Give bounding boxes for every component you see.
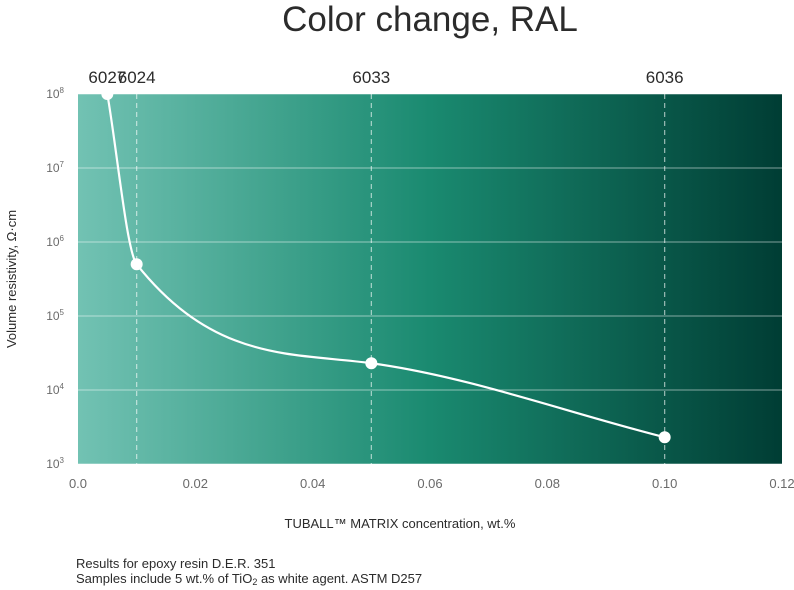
plot-background bbox=[78, 94, 782, 464]
x-axis-label: TUBALL™ MATRIX concentration, wt.% bbox=[285, 516, 516, 531]
resistivity-curve bbox=[106, 93, 665, 439]
y-tick-label: 105 bbox=[46, 308, 64, 323]
y-tick-labels: 108 107 106 105 104 103 bbox=[46, 86, 64, 471]
note-line-2-pre: Samples include 5 wt.% of TiO bbox=[76, 571, 253, 586]
ral-label-6027: 6027 bbox=[88, 68, 126, 87]
ral-guide-lines bbox=[136, 94, 666, 464]
data-point-1 bbox=[130, 258, 143, 271]
x-tick-label: 0.0 bbox=[69, 476, 87, 491]
note-line-2-post: as white agent. ASTM D257 bbox=[257, 571, 423, 586]
note-line-2: Samples include 5 wt.% of TiO2 as white … bbox=[76, 571, 422, 590]
x-tick-label: 0.10 bbox=[652, 476, 677, 491]
y-axis-label: Volume resistivity, Ω·cm bbox=[4, 210, 19, 348]
chart-title: Color change, RAL bbox=[282, 0, 578, 39]
y-tick-label: 107 bbox=[46, 160, 64, 175]
data-point-3 bbox=[658, 431, 671, 444]
data-point-0 bbox=[101, 88, 114, 100]
x-tick-label: 0.06 bbox=[417, 476, 442, 491]
y-tick-label: 103 bbox=[46, 456, 64, 471]
data-point-2 bbox=[365, 357, 378, 370]
x-tick-label: 0.08 bbox=[535, 476, 560, 491]
ral-label-6024: 6024 bbox=[118, 68, 156, 87]
x-tick-label: 0.02 bbox=[183, 476, 208, 491]
note-line-1: Results for epoxy resin D.E.R. 351 bbox=[76, 556, 276, 571]
y-tick-label: 106 bbox=[46, 234, 64, 249]
x-tick-label: 0.12 bbox=[769, 476, 794, 491]
ral-label-6036: 6036 bbox=[646, 68, 684, 87]
data-points bbox=[101, 88, 671, 444]
note-line-2-sub: 2 bbox=[252, 577, 258, 587]
x-tick-label: 0.04 bbox=[300, 476, 325, 491]
y-tick-label: 104 bbox=[46, 382, 64, 397]
ral-label-6033: 6033 bbox=[352, 68, 390, 87]
x-tick-labels: 0.0 0.02 0.04 0.06 0.08 0.10 0.12 bbox=[69, 476, 794, 491]
y-tick-label: 108 bbox=[46, 86, 64, 101]
